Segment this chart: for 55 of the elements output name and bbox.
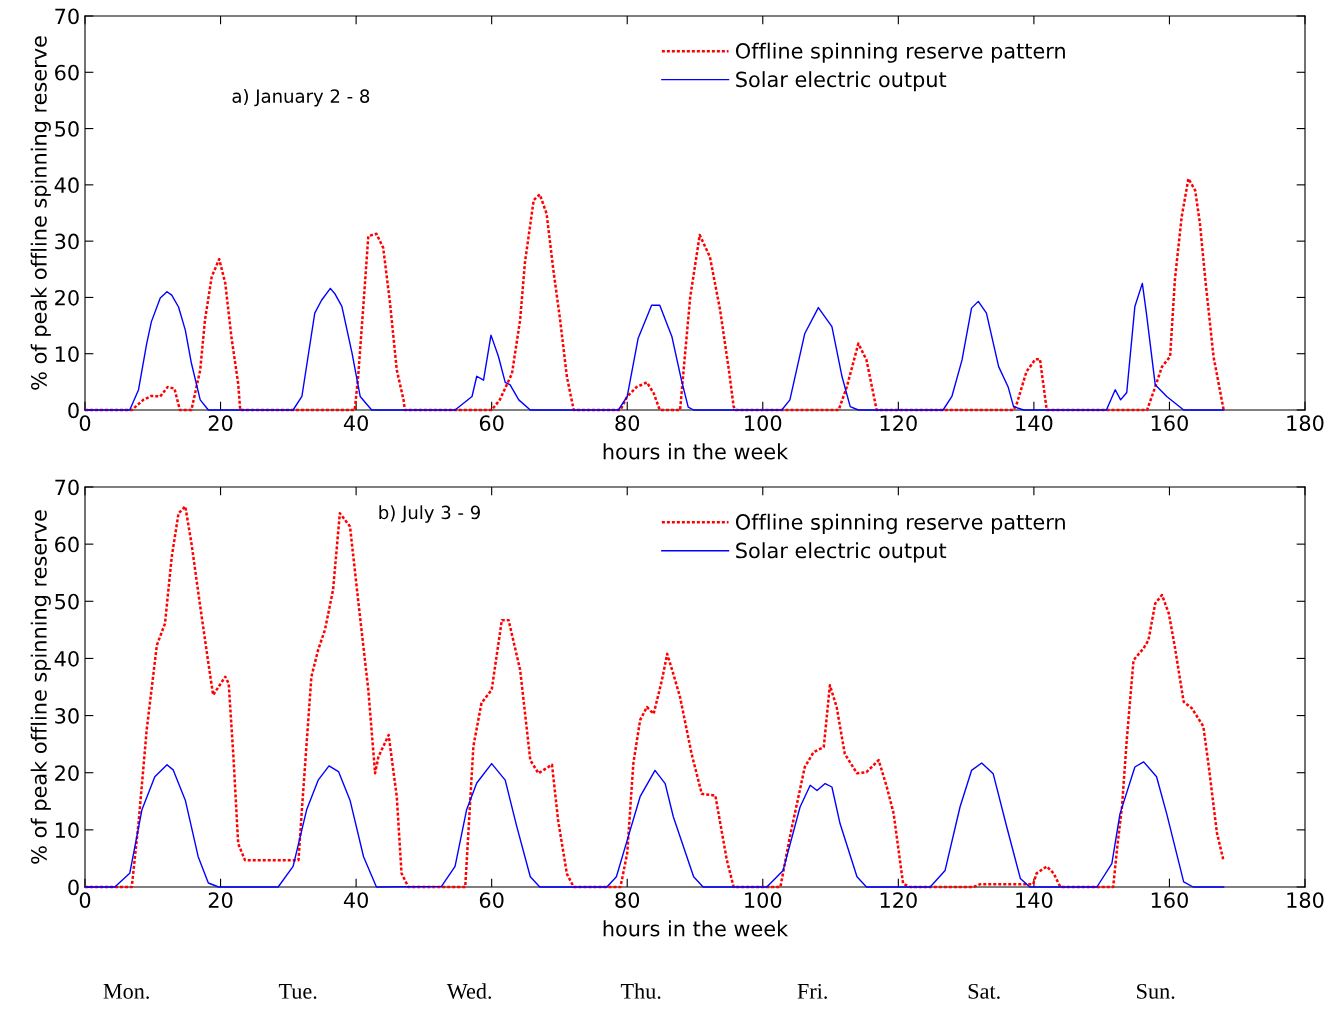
- x-tick-label: 40: [343, 415, 368, 431]
- text: Tue.: [278, 984, 317, 999]
- legend-label: Solar electric output: [736, 542, 947, 563]
- x-tick-label: 180: [1287, 892, 1324, 908]
- line-series: [84, 761, 1225, 888]
- legend-label: Offline spinning reserve pattern: [735, 513, 1065, 534]
- y-axis-title: % of peak offline spinning reserve: [30, 36, 51, 390]
- legend-label: Offline spinning reserve pattern: [735, 42, 1065, 63]
- y-tick-label: 20: [55, 765, 79, 781]
- x-tick-label: 160: [1151, 892, 1188, 908]
- y-tick-label: 40: [54, 650, 79, 667]
- line-series: [84, 282, 1225, 411]
- annotation: a) January 2 - 8: [232, 88, 370, 107]
- text: Thu.: [620, 983, 661, 999]
- x-tick-label: 0: [79, 415, 91, 431]
- text: Wed.: [446, 983, 492, 999]
- x-tick-label: 100: [745, 892, 782, 908]
- x-tick-label: 60: [479, 892, 504, 908]
- y-tick-label: 20: [55, 289, 79, 306]
- y-tick-label: 40: [54, 177, 79, 194]
- y-tick-label: 0: [68, 879, 79, 896]
- y-axis-title: % of peak offline spinning reserve: [30, 510, 51, 864]
- x-tick-label: 180: [1287, 415, 1324, 431]
- x-tick-label: 0: [79, 892, 91, 908]
- y-tick-label: 10: [55, 346, 79, 362]
- x-tick-label: 80: [615, 892, 640, 908]
- x-tick-label: 100: [745, 415, 782, 431]
- y-tick-label: 60: [55, 536, 79, 553]
- y-tick-label: 10: [55, 822, 79, 839]
- annotation: b) July 3 - 9: [379, 505, 480, 523]
- x-tick-label: 160: [1151, 415, 1188, 431]
- x-tick-label: 120: [880, 415, 917, 431]
- y-tick-label: 60: [55, 64, 79, 81]
- y-tick-label: 30: [55, 233, 79, 250]
- x-tick-label: 120: [880, 892, 917, 908]
- text: Mon.: [103, 984, 149, 999]
- x-tick-label: 40: [343, 892, 368, 908]
- x-tick-label: 60: [479, 415, 504, 431]
- x-tick-label: 80: [615, 415, 640, 431]
- legend-label: Solar electric output: [736, 71, 947, 92]
- y-tick-label: 70: [55, 479, 79, 496]
- x-tick-label: 140: [1016, 415, 1053, 431]
- x-axis-title: hours in the week: [603, 443, 789, 460]
- y-tick-label: 50: [55, 593, 79, 610]
- x-tick-label: 20: [208, 415, 233, 431]
- y-tick-label: 50: [55, 121, 79, 137]
- y-tick-label: 30: [55, 708, 79, 724]
- text: Sun.: [1137, 983, 1175, 999]
- x-axis-title: hours in the week: [603, 920, 789, 937]
- x-tick-label: 140: [1016, 892, 1053, 908]
- text: Sat.: [968, 983, 1000, 999]
- y-tick-label: 70: [55, 8, 79, 25]
- x-tick-label: 20: [208, 892, 233, 908]
- y-tick-label: 0: [68, 402, 79, 419]
- text: Fri.: [797, 983, 827, 999]
